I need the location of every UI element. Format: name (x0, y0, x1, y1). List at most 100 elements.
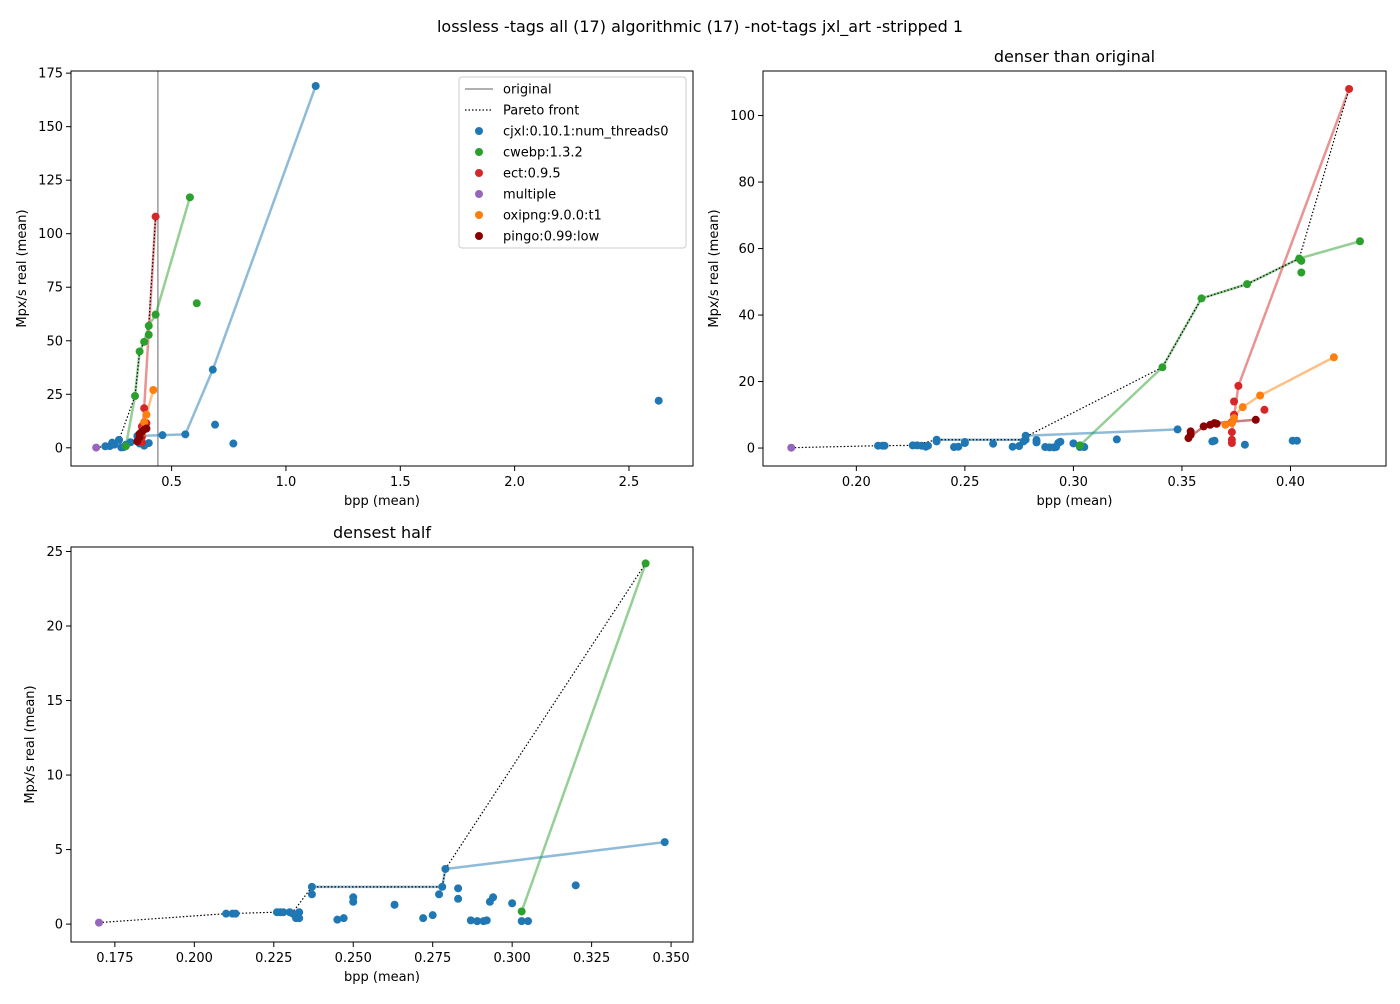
point-oxipng-2 (1230, 414, 1239, 423)
point-cjxl-19 (654, 396, 663, 405)
x-tick-label-2: 0.225 (255, 951, 292, 966)
point-oxipng-2 (140, 418, 149, 427)
point-cjxl-37 (1293, 436, 1301, 445)
point-cjxl-2 (231, 909, 240, 918)
plot-area (94, 559, 669, 927)
point-cwebp-0 (1075, 441, 1084, 450)
point-cjxl-34 (1210, 436, 1219, 445)
legend-swatch-ect (475, 169, 483, 177)
legend-label-3: cwebp:1.3.2 (503, 146, 583, 161)
y-tick-label-4: 80 (738, 176, 755, 191)
point-multiple-0 (787, 443, 796, 452)
legend-label-7: pingo:0.99:low (503, 230, 600, 245)
point-cjxl-16 (349, 897, 358, 906)
point-cwebp-7 (1355, 237, 1364, 246)
y-tick-label-6: 150 (38, 120, 63, 135)
y-tick-label-3: 15 (46, 694, 63, 709)
plot-area (92, 71, 663, 466)
point-ect-6 (1234, 381, 1243, 390)
point-cjxl-11 (954, 442, 963, 451)
point-cjxl-13 (333, 915, 342, 924)
x-tick-label-2: 0.30 (1059, 475, 1088, 490)
y-tick-label-3: 75 (46, 281, 63, 296)
point-cwebp-5 (1297, 256, 1306, 265)
point-cjxl-17 (229, 439, 238, 448)
pareto-front-line (791, 88, 1350, 449)
point-cwebp-6 (1297, 268, 1306, 277)
legend-label-5: multiple (503, 188, 556, 203)
series-line-cwebp (1079, 240, 1361, 447)
y-tick-label-2: 40 (738, 309, 755, 324)
legend-swatch-multiple (475, 190, 483, 198)
point-cjxl-28 (1069, 439, 1078, 448)
y-tick-label-4: 100 (38, 227, 63, 242)
point-cwebp-0 (121, 442, 130, 451)
point-cjxl-24 (454, 894, 463, 903)
point-cwebp-1 (131, 391, 140, 400)
y-tick-label-5: 125 (38, 174, 63, 189)
point-cjxl-18 (311, 81, 320, 90)
y-tick-label-2: 50 (46, 334, 63, 349)
x-tick-label-3: 2.0 (504, 475, 525, 490)
point-cjxl-35 (1240, 440, 1249, 449)
point-cwebp-1 (641, 559, 650, 568)
point-cjxl-19 (428, 911, 437, 920)
point-cjxl-12 (307, 890, 316, 899)
y-tick-label-5: 100 (730, 109, 755, 124)
point-ect-2 (1227, 428, 1236, 437)
point-cjxl-4 (115, 435, 124, 444)
point-cjxl-28 (482, 916, 491, 925)
x-tick-label-4: 0.275 (414, 951, 451, 966)
point-ect-8 (1345, 84, 1354, 93)
series-line-cjxl (137, 85, 317, 438)
point-cjxl-32 (1173, 425, 1182, 434)
point-cwebp-2 (1197, 294, 1206, 303)
legend-label-6: oxipng:9.0.0:t1 (503, 209, 602, 224)
x-tick-label-2: 1.5 (390, 475, 411, 490)
y-axis-label: Mpx/s real (mean) (23, 685, 38, 803)
point-pingo-2 (1186, 427, 1195, 436)
point-cjxl-11 (307, 882, 316, 891)
point-cjxl-35 (660, 838, 669, 847)
x-axis-label: bpp (mean) (1037, 494, 1113, 509)
y-tick-label-4: 20 (46, 620, 63, 635)
point-cwebp-5 (144, 321, 153, 330)
point-cwebp-3 (140, 337, 149, 346)
figure-suptitle: lossless -tags all (17) algorithmic (17)… (436, 17, 964, 36)
axes-frame (70, 70, 694, 467)
point-pingo-3 (1199, 422, 1208, 431)
legend-swatch-oxipng (475, 211, 483, 219)
point-cwebp-1 (1158, 363, 1167, 372)
legend-label-2: cjxl:0.10.1:num_threads0 (503, 125, 668, 140)
point-cjxl-32 (517, 917, 526, 926)
plot-area (787, 84, 1364, 452)
legend-swatch-cwebp (475, 148, 483, 156)
point-cjxl-16 (211, 420, 220, 429)
point-cjxl-31 (508, 899, 517, 908)
point-pingo-7 (1251, 415, 1260, 424)
point-cjxl-30 (489, 893, 498, 902)
point-oxipng-3 (142, 410, 151, 419)
series-line-cjxl (936, 428, 1178, 441)
x-tick-label-3: 0.250 (335, 951, 372, 966)
series-line-cwebp (520, 562, 647, 912)
point-cjxl-19 (1021, 431, 1030, 440)
point-ect-3 (140, 404, 149, 413)
point-cjxl-14 (339, 914, 348, 923)
point-cjxl-7 (923, 441, 932, 450)
x-tick-label-5: 0.300 (494, 951, 531, 966)
y-tick-label-0: 0 (747, 442, 755, 457)
pareto-front-line (98, 563, 647, 924)
x-tick-label-4: 0.40 (1276, 475, 1305, 490)
point-oxipng-4 (149, 385, 158, 394)
point-ect-1 (1227, 435, 1236, 444)
point-cjxl-12 (144, 439, 153, 448)
chart-panel-3: 0.175 0.200 0.225 0.250 0.275 0.300 0.325 0.350… (23, 523, 694, 985)
point-oxipng-5 (1329, 353, 1338, 362)
point-pingo-6 (1212, 419, 1221, 428)
x-tick-label-7: 0.350 (652, 951, 689, 966)
chart-panel-1: 0.5 1.0 1.5 2.0 2.5 0 25 50 75 100 125 150 175 bpp (m… (15, 67, 694, 509)
point-oxipng-0 (1221, 420, 1230, 429)
